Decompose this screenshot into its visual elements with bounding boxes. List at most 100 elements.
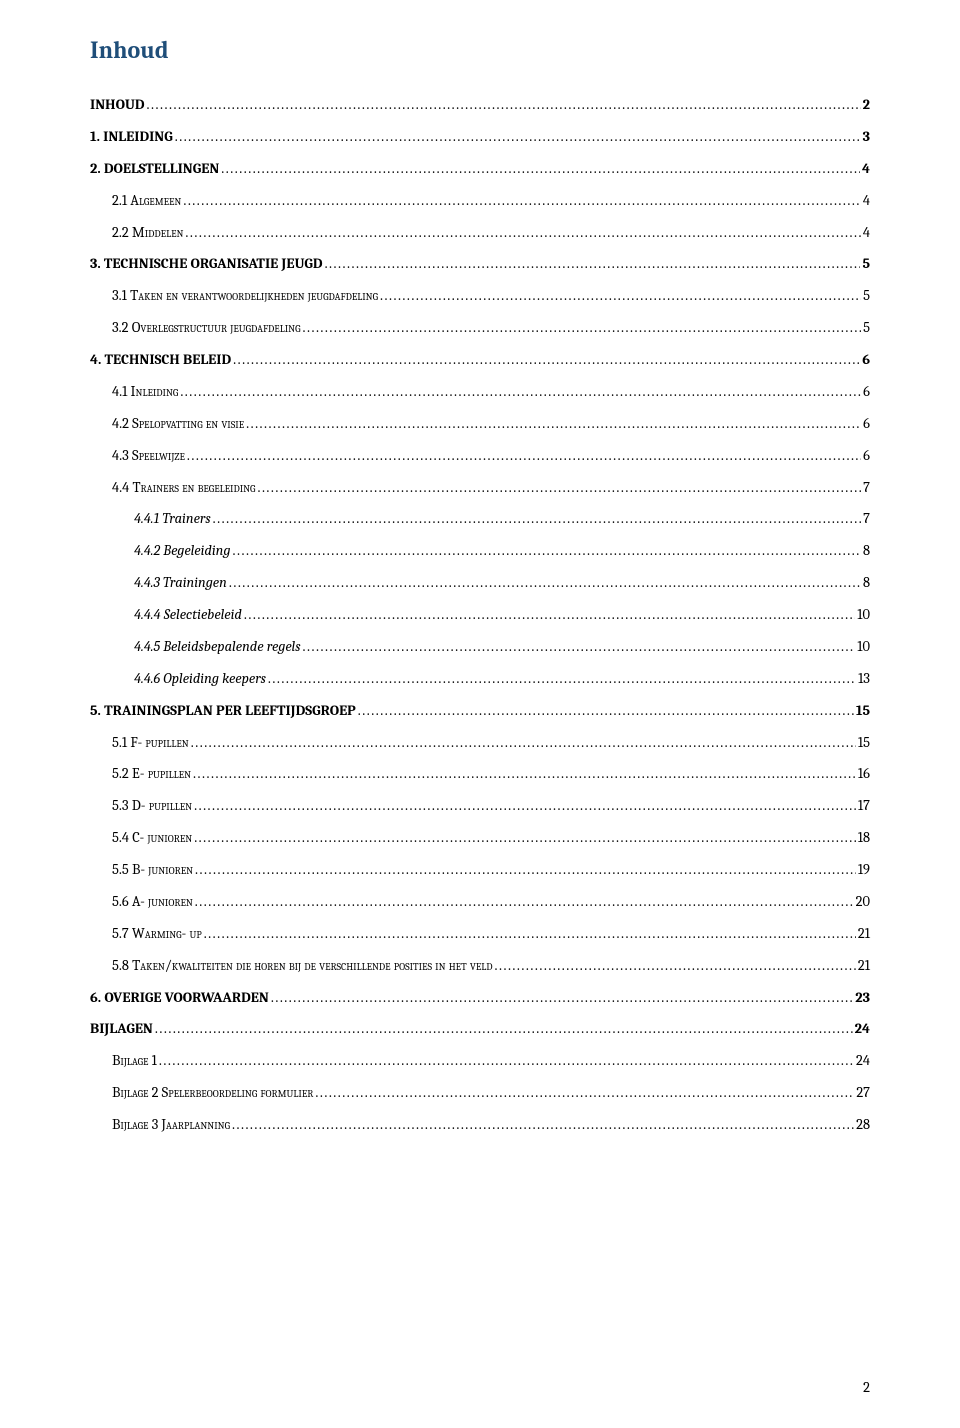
toc-entry-page: 7 (863, 506, 870, 531)
toc-entry-label: 4.4.5 Beleidsbepalende regels (134, 634, 301, 659)
toc-entry-page: 16 (858, 761, 870, 786)
toc-leader-dots (268, 666, 856, 691)
toc-entry-page: 10 (857, 602, 870, 627)
toc-entry-label: 5.8 Taken/kwaliteiten die horen bij de v… (112, 953, 492, 978)
toc-entry-page: 6 (863, 443, 870, 468)
toc-entry-page: 4 (862, 156, 870, 181)
toc-entry-label: 4.4.1 Trainers (134, 506, 211, 531)
toc-leader-dots (302, 315, 861, 340)
toc-entry-label: 3.1 Taken en verantwoordelijkheden jeugd… (112, 283, 378, 308)
toc-leader-dots (194, 793, 856, 818)
toc-leader-dots (315, 1080, 854, 1105)
toc-entry: 4.4.1 Trainers 7 (90, 506, 870, 531)
toc-entry-label: 5.4 C- junioren (112, 825, 192, 850)
toc-entry: BIJLAGEN 24 (90, 1016, 870, 1041)
toc-leader-dots (246, 411, 861, 436)
toc-entry: 1. INLEIDING 3 (90, 124, 870, 149)
toc-entry-page: 2 (863, 92, 870, 117)
toc-leader-dots (380, 283, 861, 308)
toc-leader-dots (271, 985, 853, 1010)
toc-entry-page: 5 (863, 315, 870, 340)
toc-entry-page: 27 (856, 1080, 870, 1105)
toc-entry: 4.4.2 Begeleiding8 (90, 538, 870, 563)
page-number: 2 (863, 1379, 870, 1396)
toc-entry-label: 2. DOELSTELLINGEN (90, 156, 219, 181)
toc-entry-label: 4.2 Spelopvatting en visie (112, 411, 244, 436)
toc-entry-label: 5. TRAININGSPLAN PER LEEFTIJDSGROEP (90, 698, 356, 723)
toc-entry: 5.8 Taken/kwaliteiten die horen bij de v… (90, 953, 870, 978)
toc-leader-dots (233, 347, 860, 372)
toc-entry-label: 5.5 B- junioren (112, 857, 193, 882)
toc-entry-page: 6 (862, 347, 870, 372)
toc-entry: Bijlage 2 Spelerbeoordeling formulier27 (90, 1080, 870, 1105)
toc-entry: 2. DOELSTELLINGEN 4 (90, 156, 870, 181)
toc-entry: 4.4.3 Trainingen8 (90, 570, 870, 595)
toc-entry-page: 6 (863, 379, 870, 404)
toc-entry-page: 8 (863, 538, 870, 563)
toc-entry-label: 4.4.6 Opleiding keepers (134, 666, 266, 691)
toc-leader-dots (325, 251, 861, 276)
toc-entry-label: 4.4 Trainers en begeleiding (112, 475, 255, 500)
toc-entry-page: 28 (856, 1112, 870, 1137)
toc-leader-dots (159, 1048, 854, 1073)
toc-leader-dots (193, 761, 856, 786)
toc-entry-label: 5.6 A- junioren (112, 889, 193, 914)
toc-entry-label: 4.1 Inleiding (112, 379, 178, 404)
toc-leader-dots (358, 698, 854, 723)
toc-entry: 5. TRAININGSPLAN PER LEEFTIJDSGROEP 15 (90, 698, 870, 723)
toc-entry-page: 15 (856, 698, 870, 723)
toc-leader-dots (183, 188, 861, 213)
toc-leader-dots (187, 443, 861, 468)
toc-entry-page: 10 (857, 634, 870, 659)
toc-entry: Bijlage 1 24 (90, 1048, 870, 1073)
toc-entry-label: Bijlage 1 (112, 1048, 157, 1073)
toc-entry-page: 3 (863, 124, 870, 149)
toc-leader-dots (233, 538, 861, 563)
toc-entry: 4.1 Inleiding 6 (90, 379, 870, 404)
toc-entry: 2.1 Algemeen4 (90, 188, 870, 213)
toc-leader-dots (257, 475, 861, 500)
toc-entry-page: 24 (855, 1016, 870, 1041)
toc-entry: 5.1 F- pupillen 15 (90, 730, 870, 755)
toc-entry-page: 8 (863, 570, 870, 595)
toc-entry: 5.4 C- junioren 18 (90, 825, 870, 850)
toc-entry-label: 2.1 Algemeen (112, 188, 181, 213)
toc-entry: 5.5 B- junioren19 (90, 857, 870, 882)
toc-entry-label: 1. INLEIDING (90, 124, 173, 149)
toc-leader-dots (221, 156, 860, 181)
toc-entry-page: 21 (858, 921, 870, 946)
toc-entry-page: 4 (863, 220, 870, 245)
toc-entry-page: 20 (856, 889, 870, 914)
toc-entry-label: 4. TECHNISCH BELEID (90, 347, 231, 372)
toc-entry: 5.2 E- pupillen16 (90, 761, 870, 786)
toc-entry-label: 6. OVERIGE VOORWAARDEN (90, 985, 269, 1010)
toc-entry-page: 15 (858, 730, 870, 755)
toc-entry-page: 5 (863, 283, 870, 308)
toc-entry: 5.7 Warming- up21 (90, 921, 870, 946)
toc-entry: 5.6 A- junioren 20 (90, 889, 870, 914)
document-page: Inhoud INHOUD21. INLEIDING32. DOELSTELLI… (0, 0, 960, 1428)
toc-entry: 4.4.4 Selectiebeleid 10 (90, 602, 870, 627)
toc-entry-page: 24 (856, 1048, 870, 1073)
toc-entry-page: 6 (863, 411, 870, 436)
toc-leader-dots (213, 506, 862, 531)
toc-leader-dots (180, 379, 861, 404)
toc-entry-page: 21 (858, 953, 870, 978)
toc-leader-dots (204, 921, 856, 946)
toc-entry: 4. TECHNISCH BELEID 6 (90, 347, 870, 372)
toc-entry-page: 17 (858, 793, 870, 818)
toc-entry-label: BIJLAGEN (90, 1016, 153, 1041)
toc-entry: 3. TECHNISCHE ORGANISATIE JEUGD5 (90, 251, 870, 276)
toc-entry-page: 18 (858, 825, 870, 850)
toc-entry: 5.3 D- pupillen17 (90, 793, 870, 818)
toc-entry: INHOUD2 (90, 92, 870, 117)
toc-leader-dots (232, 1112, 854, 1137)
toc-leader-dots (175, 124, 861, 149)
toc-leader-dots (244, 602, 855, 627)
toc-leader-dots (303, 634, 856, 659)
toc-entry: 4.4.5 Beleidsbepalende regels 10 (90, 634, 870, 659)
toc-entry-label: 4.4.4 Selectiebeleid (134, 602, 242, 627)
toc-entry: 4.3 Speelwijze6 (90, 443, 870, 468)
toc-leader-dots (494, 953, 855, 978)
toc-entry-label: 5.1 F- pupillen (112, 730, 189, 755)
